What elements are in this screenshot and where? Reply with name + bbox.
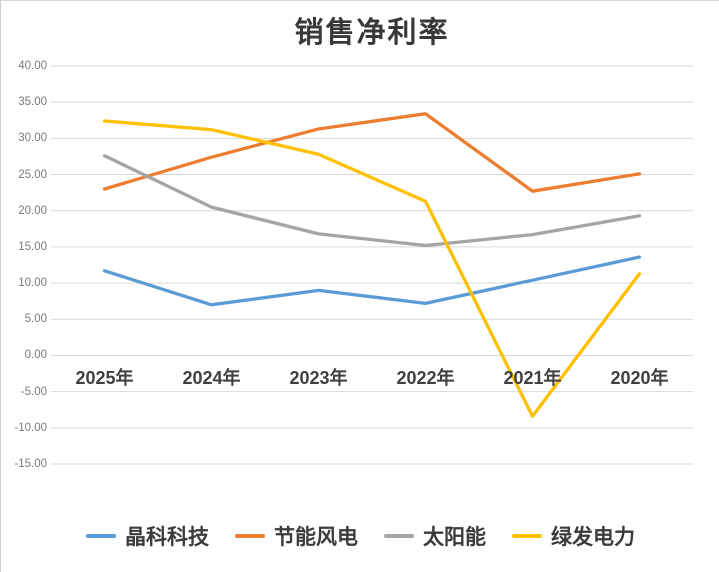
y-tick-label: 20.00	[18, 204, 47, 217]
y-tick-label: 35.00	[18, 96, 47, 109]
legend-label: 节能风电	[274, 525, 358, 549]
x-axis-label: 2025年	[75, 368, 134, 389]
legend-label: 太阳能	[423, 525, 486, 549]
legend-line-swatch-icon	[384, 534, 414, 538]
series-line-0	[102, 255, 642, 307]
y-tick-label: 10.00	[18, 277, 47, 290]
legend: 晶科科技 节能风电 太阳能 绿发电力	[1, 521, 719, 551]
y-tick-label: -5.00	[20, 385, 47, 398]
legend-item: 节能风电	[235, 521, 358, 551]
y-tick-label: 40.00	[18, 60, 47, 72]
y-tick-label: 25.00	[18, 168, 47, 181]
legend-item: 晶科科技	[86, 521, 209, 551]
y-tick-label: -15.00	[14, 458, 47, 470]
y-tick-label: 5.00	[24, 313, 47, 326]
legend-line-swatch-icon	[235, 534, 265, 538]
x-axis-label: 2021年	[503, 368, 562, 389]
plot-area	[51, 65, 693, 465]
x-axis-label: 2023年	[289, 368, 348, 389]
legend-item: 绿发电力	[512, 521, 635, 551]
legend-label: 晶科科技	[125, 525, 209, 549]
legend-label: 绿发电力	[551, 525, 635, 549]
x-axis-label: 2024年	[182, 368, 241, 389]
legend-line-swatch-icon	[86, 534, 116, 538]
chart-title: 销售净利率	[294, 17, 450, 49]
y-tick-label: -10.00	[14, 421, 47, 434]
series-line-1	[102, 112, 642, 193]
x-axis-label: 2022年	[396, 368, 455, 389]
legend-line-swatch-icon	[512, 534, 542, 538]
legend-item: 太阳能	[384, 521, 486, 551]
series-line-3	[102, 119, 642, 418]
x-axis-label: 2020年	[610, 368, 669, 389]
y-tick-label: 30.00	[18, 132, 47, 145]
series-line-2	[102, 154, 642, 248]
y-tick-label: 0.00	[24, 349, 47, 362]
y-tick-label: 15.00	[18, 240, 47, 253]
